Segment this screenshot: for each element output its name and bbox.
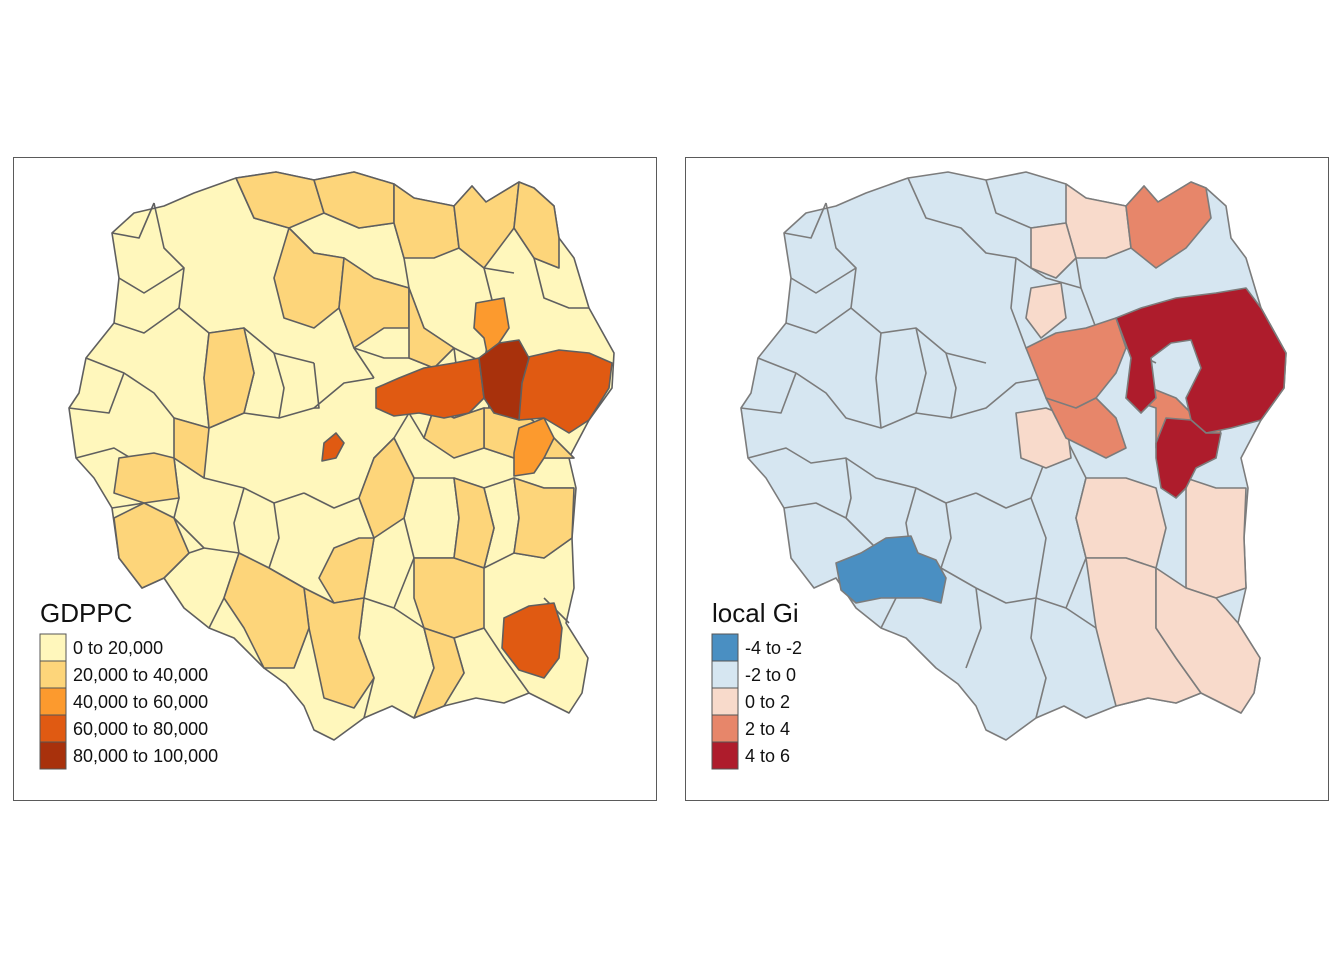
legend-title: GDPPC: [40, 598, 132, 628]
local-gi-map-panel: local Gi -4 to -2 -2 to 0 0 to 2 2 to 4 4 to…: [685, 157, 1329, 801]
legend-title: local Gi: [712, 598, 799, 628]
legend-swatch: [711, 714, 739, 743]
legend-swatch: [39, 633, 67, 662]
legend-label: 2 to 4: [745, 719, 790, 739]
legend-label: -2 to 0: [745, 665, 796, 685]
local-gi-legend: local Gi -4 to -2 -2 to 0 0 to 2 2 to 4 4 to…: [711, 598, 802, 770]
gdppc-map: GDPPC 0 to 20,000 20,000 to 40,000 40,000 …: [39, 171, 615, 770]
legend-label: 0 to 20,000: [73, 638, 163, 658]
legend-swatch: [711, 660, 739, 689]
legend-label: 80,000 to 100,000: [73, 746, 218, 766]
legend-label: 20,000 to 40,000: [73, 665, 208, 685]
gdppc-map-panel: GDPPC 0 to 20,000 20,000 to 40,000 40,000 …: [13, 157, 657, 801]
legend-label: 60,000 to 80,000: [73, 719, 208, 739]
legend-swatch: [39, 660, 67, 689]
legend-swatch: [711, 741, 739, 770]
legend-label: 0 to 2: [745, 692, 790, 712]
gdppc-legend: GDPPC 0 to 20,000 20,000 to 40,000 40,000 …: [39, 598, 218, 770]
legend-swatch: [711, 687, 739, 716]
legend-swatch: [39, 741, 67, 770]
legend-swatch: [39, 714, 67, 743]
legend-label: 40,000 to 60,000: [73, 692, 208, 712]
local-gi-map: local Gi -4 to -2 -2 to 0 0 to 2 2 to 4 4 to…: [711, 171, 1287, 770]
legend-label: 4 to 6: [745, 746, 790, 766]
legend-swatch: [711, 633, 739, 662]
legend-swatch: [39, 687, 67, 716]
legend-label: -4 to -2: [745, 638, 802, 658]
